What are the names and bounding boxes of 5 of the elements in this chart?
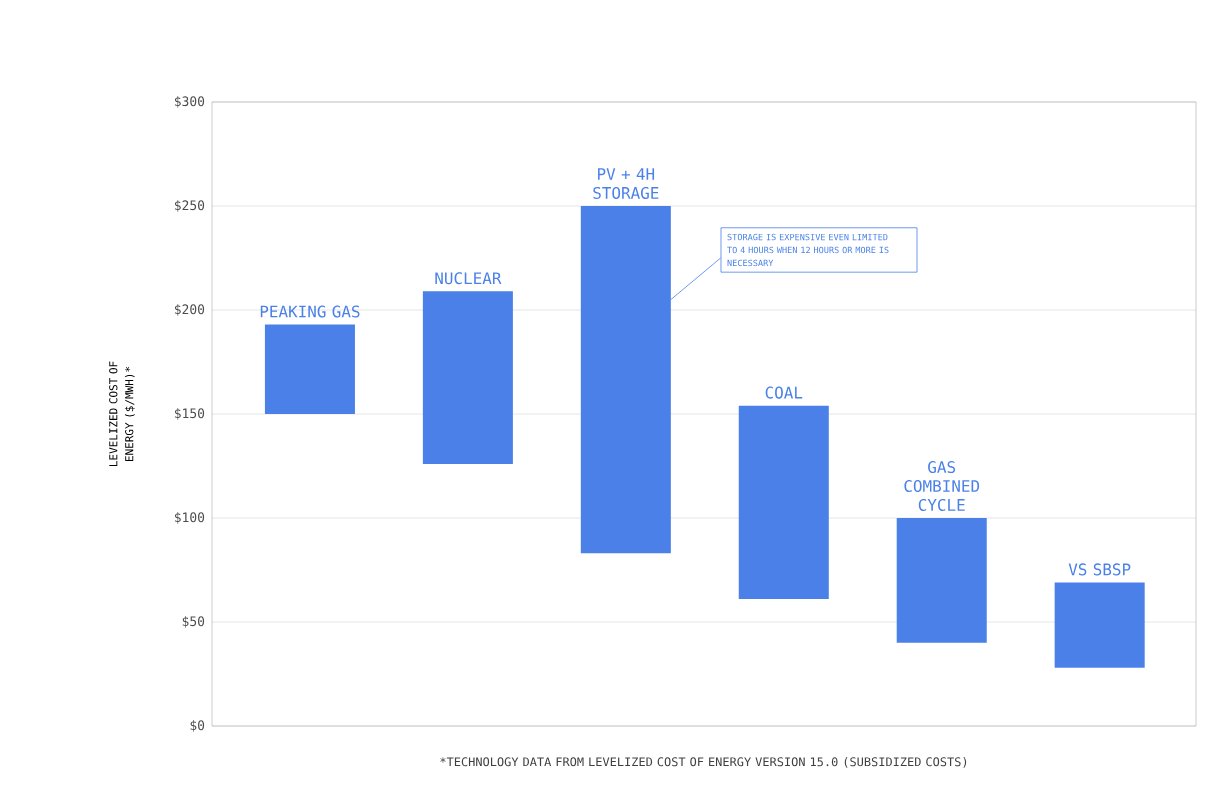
bar — [738, 405, 829, 600]
bar — [264, 324, 355, 414]
bar — [1054, 582, 1145, 668]
bar — [896, 518, 987, 643]
bar — [422, 291, 513, 464]
